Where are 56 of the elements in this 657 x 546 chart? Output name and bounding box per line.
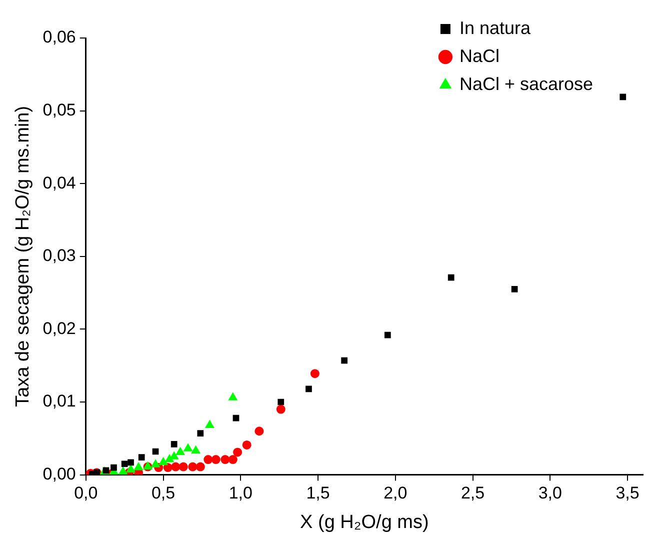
point <box>384 332 391 338</box>
point <box>211 455 220 464</box>
point <box>196 462 205 472</box>
y-axis-title: Taxa de secagem (g H₂O/g ms.min) <box>12 106 34 407</box>
x-tick-label: 3,5 <box>616 484 640 503</box>
point <box>204 420 214 428</box>
legend-label: In natura <box>459 18 532 38</box>
y-tick-label: 0,00 <box>42 464 76 484</box>
point <box>341 357 348 364</box>
point <box>228 392 238 400</box>
y-tick-label: 0,06 <box>42 28 76 47</box>
x-axis-title: X (g H₂O/g ms) <box>300 512 429 533</box>
point <box>110 464 117 471</box>
point <box>242 440 252 450</box>
y-tick-label: 0,05 <box>42 100 76 120</box>
x-tick-label: 2,5 <box>460 484 485 503</box>
x-tick-label: 0,0 <box>74 484 98 503</box>
point <box>121 460 128 468</box>
point <box>118 466 128 475</box>
x-tick-label: 3,0 <box>538 484 562 503</box>
point <box>233 448 242 457</box>
x-tick-label: 0,5 <box>151 484 176 503</box>
legend-label: NaCl + sacarose <box>459 74 594 94</box>
point <box>511 286 518 292</box>
y-tick-label: 0,01 <box>42 392 76 411</box>
point <box>254 426 264 436</box>
y-tick-label: 0,04 <box>42 173 76 192</box>
point <box>138 454 145 461</box>
point <box>150 459 160 468</box>
point <box>183 443 193 452</box>
point <box>178 462 188 472</box>
y-tick-label: 0,02 <box>42 318 76 338</box>
y-tick-label: 0,03 <box>42 246 76 266</box>
point <box>197 430 204 436</box>
point <box>176 446 186 455</box>
point <box>620 94 626 100</box>
point <box>220 455 230 464</box>
point <box>170 441 178 448</box>
point <box>306 386 312 392</box>
x-tick-label: 1,0 <box>228 484 252 503</box>
point <box>204 455 213 464</box>
point <box>188 462 198 472</box>
point <box>171 462 180 472</box>
point <box>158 456 168 466</box>
x-tick-label: 1,5 <box>306 484 330 503</box>
point <box>191 445 201 454</box>
point <box>448 274 454 281</box>
point <box>310 369 320 378</box>
point <box>128 459 134 466</box>
point <box>276 404 286 414</box>
point <box>126 464 136 472</box>
point <box>228 455 238 464</box>
point <box>278 398 284 406</box>
x-tick-label: 2,0 <box>384 484 408 503</box>
legend-label: NaCl <box>459 46 500 66</box>
point <box>134 462 144 470</box>
